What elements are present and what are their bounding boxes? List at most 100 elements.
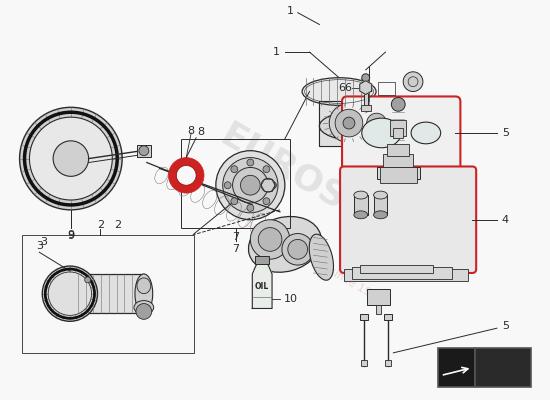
Bar (360, 314, 368, 320)
Ellipse shape (320, 111, 398, 141)
Text: 6: 6 (344, 82, 351, 92)
Ellipse shape (309, 234, 333, 280)
Bar (377, 82, 395, 96)
Circle shape (20, 107, 122, 210)
Circle shape (30, 117, 112, 200)
Bar (354, 195, 368, 215)
Circle shape (216, 151, 285, 220)
Circle shape (247, 159, 254, 166)
Text: 3: 3 (36, 241, 43, 251)
Circle shape (288, 240, 307, 259)
Ellipse shape (373, 211, 387, 219)
Circle shape (367, 113, 387, 133)
Text: a passion for parts since 1985: a passion for parts since 1985 (234, 213, 385, 306)
Text: 10: 10 (284, 294, 298, 304)
Circle shape (392, 98, 405, 111)
Bar (137, 145, 151, 157)
Text: 2: 2 (97, 220, 104, 230)
Ellipse shape (354, 211, 368, 219)
Text: 7: 7 (232, 244, 239, 254)
Text: 1: 1 (287, 6, 294, 16)
Ellipse shape (249, 216, 321, 272)
Circle shape (136, 304, 152, 319)
Circle shape (48, 272, 92, 315)
Bar (361, 105, 371, 111)
Circle shape (53, 141, 89, 176)
Text: OIL: OIL (255, 282, 270, 291)
Circle shape (335, 109, 363, 137)
Text: 4: 4 (502, 215, 509, 225)
Bar (70, 274, 144, 314)
Bar (344, 269, 468, 281)
Circle shape (231, 198, 238, 205)
Bar (475, 348, 531, 387)
Ellipse shape (302, 78, 376, 105)
Circle shape (329, 103, 368, 143)
Circle shape (233, 168, 268, 203)
Circle shape (282, 234, 314, 265)
Ellipse shape (137, 278, 151, 294)
Bar (367, 289, 390, 304)
Bar (386, 360, 392, 366)
Polygon shape (252, 263, 272, 308)
Ellipse shape (373, 191, 387, 199)
Bar (182, 139, 290, 228)
Circle shape (263, 198, 270, 205)
Text: 2: 2 (114, 220, 122, 230)
Text: 9: 9 (67, 232, 74, 242)
Bar (352, 267, 453, 279)
Circle shape (85, 277, 91, 283)
Text: 8: 8 (197, 127, 205, 137)
Bar (360, 265, 433, 273)
FancyBboxPatch shape (342, 96, 460, 170)
Ellipse shape (411, 122, 441, 144)
Bar (384, 314, 392, 320)
Ellipse shape (135, 274, 153, 314)
Bar (21, 234, 194, 353)
Circle shape (240, 175, 260, 195)
Circle shape (139, 146, 149, 156)
Text: 5: 5 (502, 128, 509, 138)
Bar (438, 348, 475, 387)
Circle shape (408, 77, 418, 86)
Bar (393, 128, 403, 138)
Circle shape (224, 182, 231, 189)
Text: 7: 7 (232, 232, 239, 242)
Circle shape (223, 158, 278, 213)
Ellipse shape (362, 118, 401, 148)
Text: 8: 8 (188, 126, 195, 136)
Circle shape (231, 166, 238, 173)
Circle shape (250, 220, 290, 259)
Bar (387, 144, 409, 156)
Bar (364, 80, 368, 107)
Text: 1: 1 (273, 47, 280, 57)
Wedge shape (168, 158, 204, 193)
Circle shape (258, 228, 282, 251)
Ellipse shape (388, 103, 408, 143)
Circle shape (343, 117, 355, 129)
Text: 409 02: 409 02 (479, 361, 527, 374)
Circle shape (270, 182, 277, 189)
Bar (390, 120, 406, 136)
Bar (373, 195, 387, 215)
Bar (377, 168, 420, 179)
Circle shape (247, 204, 254, 211)
Circle shape (362, 74, 370, 82)
Circle shape (261, 178, 275, 192)
Circle shape (403, 72, 423, 92)
Circle shape (361, 107, 392, 139)
Circle shape (263, 166, 270, 173)
Text: EUROSPARES: EUROSPARES (214, 118, 464, 282)
Text: 3: 3 (40, 238, 47, 248)
Text: 9: 9 (67, 230, 74, 240)
Bar (383, 154, 413, 168)
Polygon shape (360, 81, 372, 94)
Bar (379, 168, 417, 183)
Circle shape (42, 266, 97, 321)
Ellipse shape (134, 300, 153, 314)
Bar (255, 256, 269, 264)
Bar (376, 304, 382, 314)
Text: 6: 6 (339, 82, 345, 92)
Circle shape (177, 166, 196, 185)
FancyBboxPatch shape (340, 166, 476, 273)
